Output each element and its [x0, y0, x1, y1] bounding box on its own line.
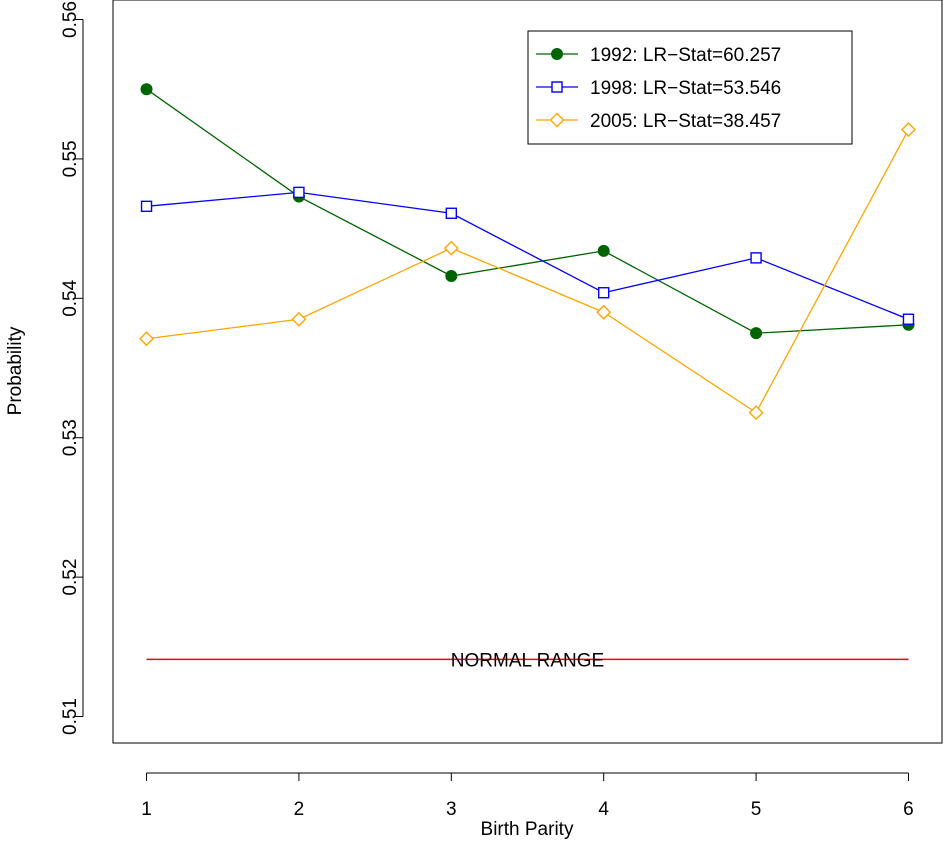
- data-point: [445, 270, 458, 283]
- x-tick-label: 6: [903, 799, 914, 820]
- data-point: [445, 207, 458, 219]
- x-tick-label: 5: [751, 799, 762, 820]
- legend-entry-3: 2005: LR−Stat=38.457: [536, 111, 781, 132]
- data-point: [139, 331, 155, 347]
- data-point: [140, 200, 153, 213]
- data-point: [750, 252, 762, 264]
- legend-label: 1998: LR−Stat=53.546: [590, 78, 781, 99]
- y-tick-label: 0.52: [60, 559, 81, 596]
- legend-swatch-marker: [551, 81, 563, 93]
- legend-swatch-marker: [551, 48, 563, 60]
- data-point: [140, 83, 153, 96]
- series-1: [140, 83, 915, 340]
- legend-box: [527, 30, 853, 145]
- data-point: [748, 405, 764, 421]
- legend-entry-2: 1998: LR−Stat=53.546: [536, 78, 781, 99]
- data-point: [293, 186, 305, 199]
- series-line: [146, 191, 909, 320]
- legend-entry-1: 1992: LR−Stat=60.257: [536, 45, 781, 66]
- data-point: [597, 287, 610, 299]
- series-2: [140, 186, 915, 325]
- series-3: [139, 122, 916, 421]
- y-tick-label: 0.54: [60, 279, 81, 316]
- y-tick-label: 0.56: [60, 1, 81, 38]
- series-line: [146, 129, 910, 414]
- data-point: [597, 244, 610, 257]
- x-tick-label: 2: [294, 799, 305, 820]
- normal-range-label: NORMAL RANGE: [451, 650, 604, 671]
- data-point: [596, 304, 612, 320]
- plot-frame: [112, 0, 943, 744]
- y-axis-title: Probability: [5, 326, 26, 415]
- series-line: [146, 88, 909, 334]
- y-tick-label: 0.55: [60, 140, 81, 177]
- x-tick-label: 1: [141, 799, 152, 820]
- x-tick-label: 3: [446, 799, 457, 820]
- series-layer: [139, 83, 916, 421]
- y-tick-label: 0.51: [60, 698, 81, 735]
- data-point: [291, 311, 307, 327]
- x-tick-label: 4: [598, 799, 609, 820]
- legend-swatch-marker: [549, 112, 565, 128]
- data-point: [902, 313, 915, 325]
- legend: 1992: LR−Stat=60.257 1998: LR−Stat=53.546…: [527, 30, 853, 145]
- y-axis: 0.51 0.52 0.53 0.54 0.55 0.56: [60, 1, 84, 735]
- x-axis: 1 2 3 4 5 6: [141, 772, 914, 820]
- y-tick-label: 0.53: [60, 419, 81, 456]
- data-point: [900, 122, 916, 138]
- x-axis-title: Birth Parity: [481, 819, 574, 840]
- legend-label: 1992: LR−Stat=60.257: [590, 45, 781, 66]
- reference-line-layer: NORMAL RANGE: [146, 650, 909, 671]
- data-point: [443, 240, 459, 256]
- data-point: [750, 327, 763, 340]
- legend-label: 2005: LR−Stat=38.457: [590, 111, 781, 132]
